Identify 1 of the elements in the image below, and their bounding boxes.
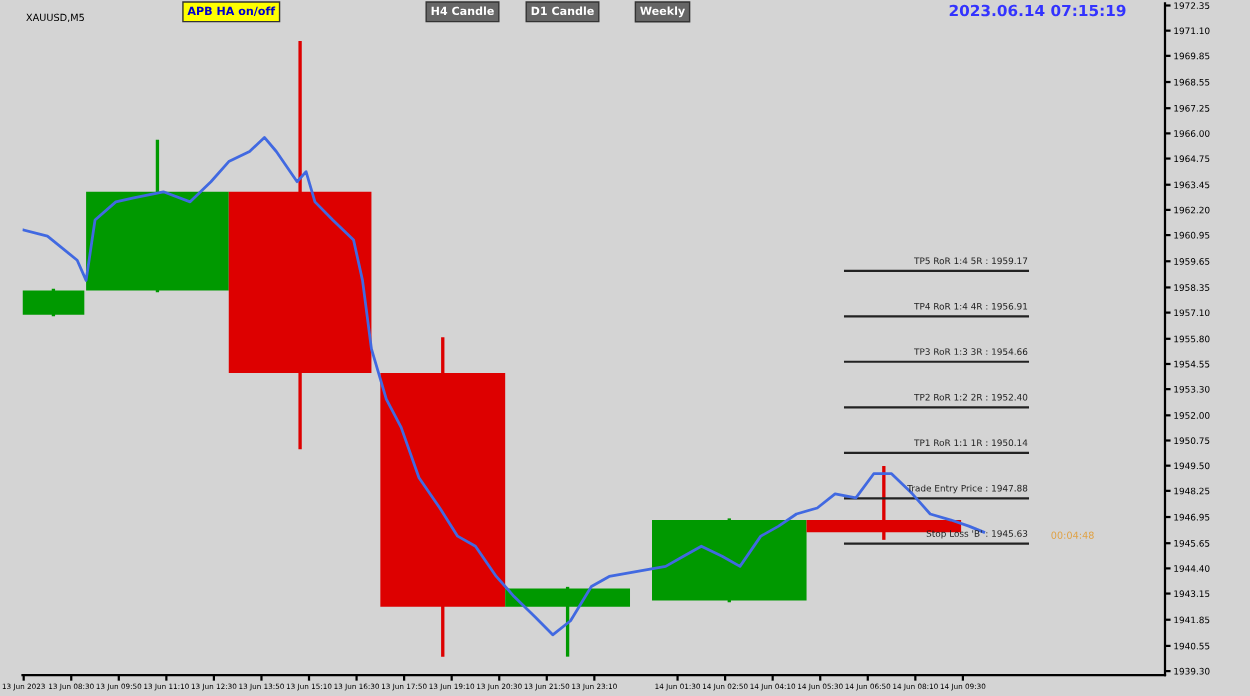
line-series bbox=[22, 136, 986, 637]
